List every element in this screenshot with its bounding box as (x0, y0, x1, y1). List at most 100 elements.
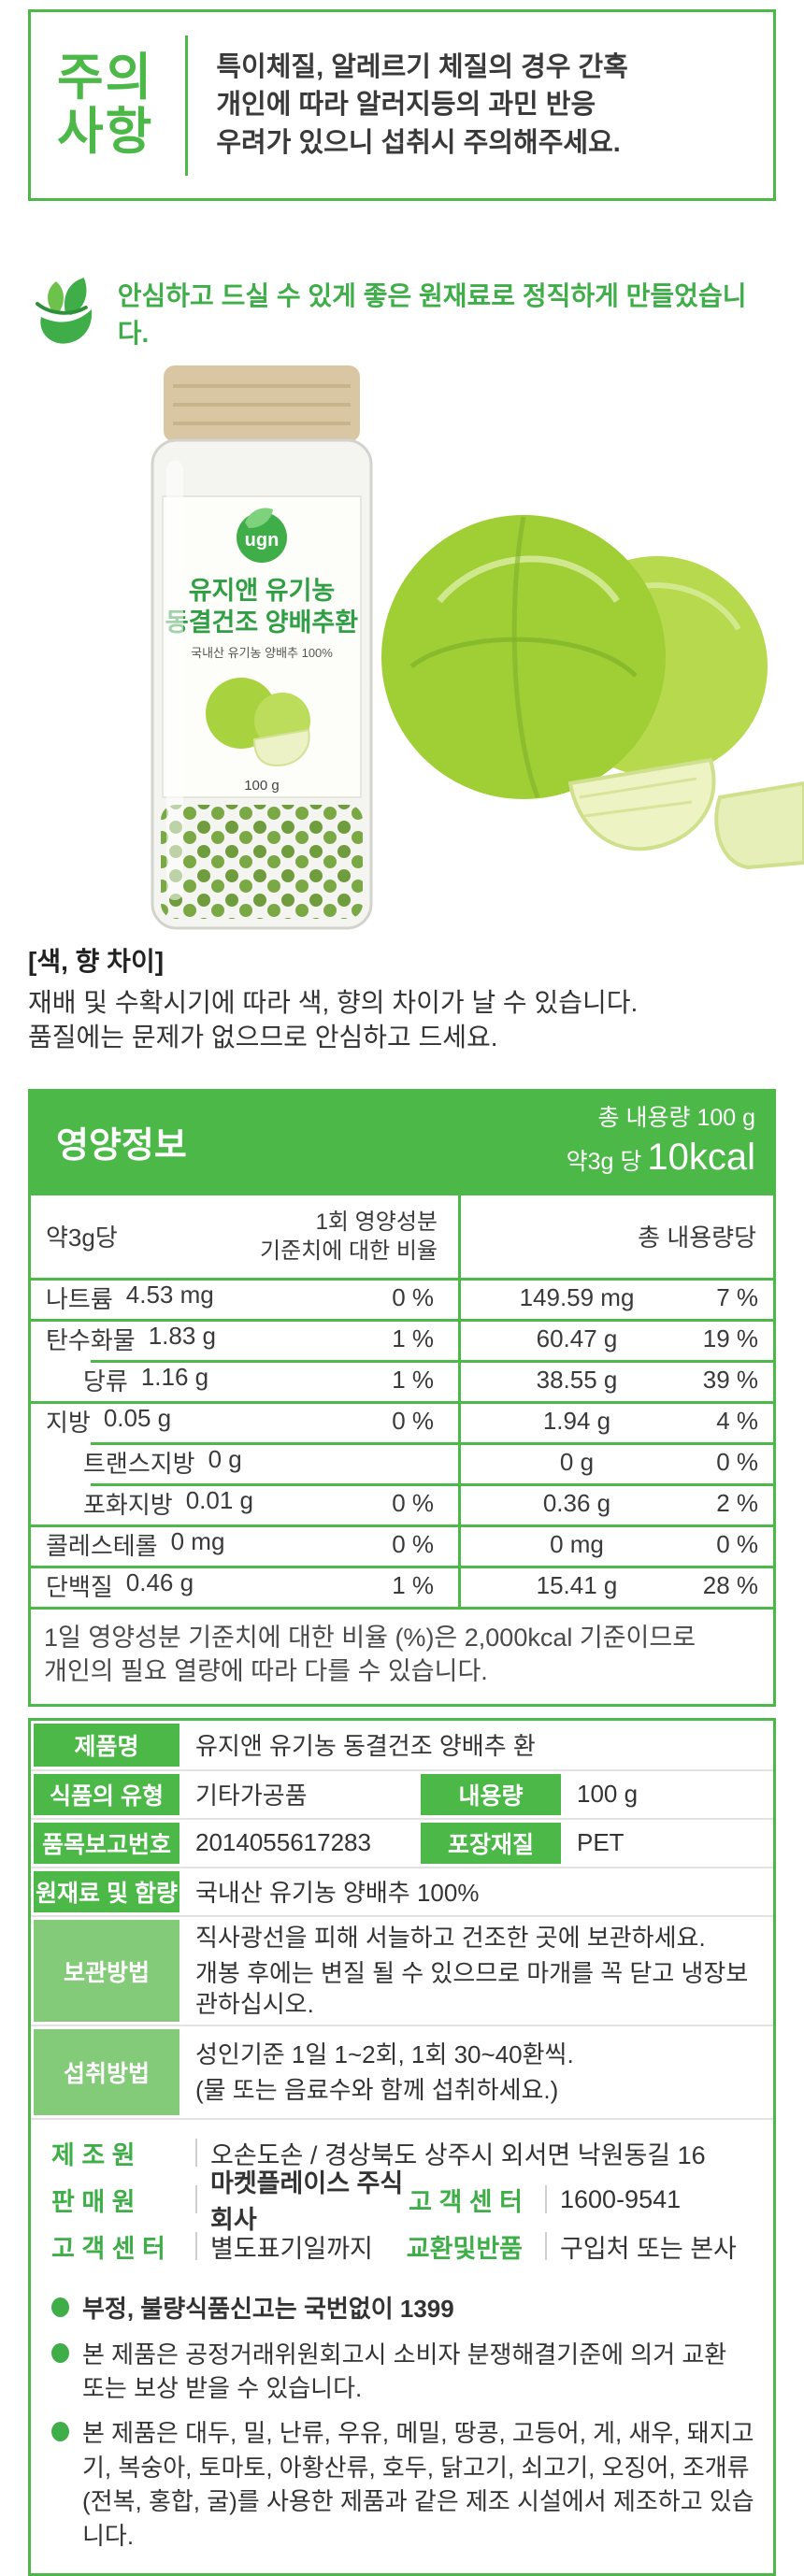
caution-box: 주의 사항 특이체질, 알레르기 체질의 경우 간혹 개인에 따라 알러지등의 … (28, 9, 776, 201)
slogan-text: 안심하고 드실 수 있게 좋은 원재료로 정직하게 만들었습니다. (117, 281, 747, 348)
nutrition-col1-header: 약3g당 1회 영양성분 기준치에 대한 비율 (31, 1195, 461, 1278)
nutrient-name: 지방 (46, 1409, 91, 1438)
caution-title-line1: 주의 (57, 50, 154, 107)
caution-title: 주의 사항 (57, 50, 154, 160)
expiry-value: 별도표기일까지 (210, 2234, 373, 2263)
food-type-label: 식품의 유형 (31, 1770, 182, 1818)
nutrition-col2-header: 총 내용량당 (638, 1224, 756, 1252)
color-aroma-title: [색, 향 차이] (28, 947, 165, 976)
nutrition-table: 약3g당 1회 영양성분 기준치에 대한 비율 총 내용량당 나트륨 4.53 m… (28, 1195, 776, 1707)
notice-text: 본 제품은 대두, 밀, 난류, 우유, 메밀, 땅콩, 고등어, 게, 새우,… (82, 2419, 754, 2550)
product-name-value: 유지앤 유기농 동결건조 양배추 환 (195, 1732, 536, 1761)
nutrient-total-ratio: 4 % (716, 1407, 758, 1436)
nutrient-name: 트랜스지방 (83, 1450, 195, 1479)
product-info-box: 제품명 유지앤 유기농 동결건조 양배추 환 식품의 유형 기타가공품 내용량 … (28, 1717, 776, 2576)
nutrient-total: 38.55 g (536, 1366, 618, 1395)
storage-value: 직사광선을 피해 서늘하고 건조한 곳에 보관하세요. 개봉 후에는 변질 될 … (182, 1917, 773, 2025)
notices-section: 부정, 불량식품신고는 국번없이 1399 본 제품은 공정거래위원회고시 소비… (31, 2273, 773, 2573)
nutrition-row-satfat: 포화지방 0.01 g 0 % 0.36 g 2 % (31, 1482, 773, 1524)
caution-divider (185, 35, 189, 176)
nutrient-cell: 탄수화물 1.83 g 1 % (31, 1318, 461, 1360)
caution-title-line2: 사항 (57, 103, 154, 160)
nutrition-row-sodium: 나트륨 4.53 mg 0 % 149.59 mg 7 % (31, 1277, 773, 1319)
notice-item: 부정, 불량식품신고는 국번없이 1399 (51, 2292, 754, 2326)
nutrient-total-ratio: 39 % (702, 1366, 758, 1395)
nutrient-total-ratio: 0 % (716, 1530, 758, 1559)
nutrient-total: 0.36 g (542, 1489, 611, 1518)
nutrient-amount: 0 mg (170, 1527, 225, 1556)
manufacturer-label: 제 조 원 (51, 2140, 136, 2169)
nutrient-cell: 당류 1.16 g 1 % (31, 1359, 461, 1401)
nutrition-per-serving: 약3g 당 10kcal (567, 1133, 755, 1181)
exchange-label: 교환및반품 (406, 2234, 523, 2263)
nutrient-total-cell: 149.59 mg 7 % (461, 1278, 773, 1319)
nutrient-cell: 나트륨 4.53 mg 0 % (31, 1277, 461, 1319)
nutrition-title: 영양정보 (56, 1126, 187, 1166)
bullet-dot-icon (51, 2422, 69, 2442)
nutrient-amount: 1.16 g (140, 1363, 209, 1392)
nutrient-amount: 4.53 mg (125, 1281, 214, 1309)
row-ingredients: 원재료 및 함량 국내산 유기농 양배추 100% (31, 1866, 773, 1915)
cabbage-illustration (381, 515, 804, 870)
notice-item: 본 제품은 공정거래위원회고시 소비자 분쟁해결기준에 의거 교환 또는 보상 … (51, 2338, 754, 2406)
nutrient-amount: 1.83 g (148, 1322, 216, 1351)
per-serving-prefix: 약3g 당 (566, 1149, 642, 1176)
row-food-type: 식품의 유형 기타가공품 내용량 100 g (31, 1768, 773, 1818)
nutrition-row-cholesterol: 콜레스테롤 0 mg 0 % 0 mg 0 % (31, 1524, 773, 1566)
color-aroma-line1: 재배 및 수확시기에 따라 색, 향의 차이가 날 수 있습니다. (28, 988, 639, 1017)
nutrient-total-ratio: 7 % (716, 1283, 758, 1312)
nutrient-name: 단백질 (46, 1573, 113, 1602)
nutrient-ratio: 0 % (392, 1489, 434, 1518)
nutrient-name: 포화지방 (83, 1491, 173, 1520)
company-section: 제 조 원 오손도손 / 경상북도 상주시 외서면 낙원동길 16 판 매 원 … (31, 2118, 773, 2273)
storage-label: 보관방법 (31, 1916, 182, 2025)
usage-value: 성인기준 1일 1~2회, 1회 30~40환씩. (물 또는 음료수와 함께 … (182, 2026, 773, 2118)
nutrient-total-cell: 15.41 g 28 % (461, 1566, 773, 1607)
nutrient-total-cell: 0 g 0 % (461, 1442, 773, 1483)
nutrient-total: 60.47 g (536, 1324, 618, 1353)
nutrient-total: 1.94 g (542, 1407, 611, 1436)
food-type-value: 기타가공품 (195, 1782, 308, 1810)
nutrient-ratio: 1 % (392, 1324, 434, 1353)
nutrient-name: 콜레스테롤 (46, 1532, 158, 1561)
cs-label: 고 객 센 터 (409, 2187, 523, 2216)
usage-line1: 성인기준 1일 1~2회, 1회 30~40환씩. (195, 2039, 574, 2068)
ingredients-value: 국내산 유기농 양배추 100% (195, 1879, 480, 1908)
nutrient-name: 당류 (83, 1367, 128, 1396)
nutrient-cell: 포화지방 0.01 g 0 % (31, 1482, 461, 1524)
divider-bar (195, 2232, 197, 2261)
nutrient-amount: 0.05 g (103, 1404, 172, 1433)
nutrition-footnote-line2: 개인의 필요 열량에 따라 다를 수 있습니다. (44, 1657, 488, 1686)
nutrient-total-cell: 0 mg 0 % (461, 1524, 773, 1566)
nutrient-ratio: 0 % (392, 1530, 434, 1559)
exchange-value: 구입처 또는 본사 (560, 2234, 737, 2263)
col1-header-label: 약3g당 (46, 1224, 118, 1252)
nutrient-ratio: 0 % (392, 1283, 434, 1312)
caution-text-line1: 특이체질, 알레르기 체질의 경우 간혹 (216, 52, 628, 83)
product-name-label: 제품명 (31, 1720, 182, 1769)
notice-text: 본 제품은 공정거래위원회고시 소비자 분쟁해결기준에 의거 교환 또는 보상 … (82, 2340, 727, 2403)
package-label: 포장재질 (418, 1819, 564, 1867)
notice-item: 본 제품은 대두, 밀, 난류, 우유, 메밀, 땅콩, 고등어, 게, 새우,… (51, 2416, 754, 2553)
usage-line2: (물 또는 음료수와 함께 섭취하세요.) (195, 2076, 559, 2105)
nutrient-total-ratio: 19 % (702, 1324, 758, 1353)
label-weight: 100 g (244, 778, 280, 794)
nutrient-total-ratio: 2 % (716, 1489, 758, 1518)
nutrient-amount: 0 g (208, 1445, 242, 1474)
row-product-name: 제품명 유지앤 유기농 동결건조 양배추 환 (31, 1720, 773, 1769)
divider-bar (545, 2185, 547, 2214)
storage-line2: 개봉 후에는 변질 될 수 있으므로 마개를 꼭 닫고 냉장보관하십시오. (195, 1959, 749, 2018)
divider-bar (195, 2139, 197, 2168)
nutrient-amount: 0.01 g (185, 1486, 253, 1515)
divider-bar (545, 2232, 547, 2261)
slogan-row: 안심하고 드실 수 있게 좋은 원재료로 정직하게 만들었습니다. (28, 276, 776, 351)
net-value: 100 g (577, 1780, 639, 1809)
nutrient-total-cell: 38.55 g 39 % (461, 1360, 773, 1401)
nutrient-total-cell: 0.36 g 2 % (461, 1483, 773, 1524)
row-expiry: 고 객 센 터 별도표기일까지 교환및반품 구입처 또는 본사 (31, 2223, 773, 2269)
nutrient-cell: 트랜스지방 0 g (31, 1441, 461, 1483)
nutrient-total-ratio: 28 % (702, 1571, 758, 1600)
col1-subheader: 1회 영양성분 기준치에 대한 비율 (260, 1208, 438, 1266)
color-aroma-section: [색, 향 차이] 재배 및 수확시기에 따라 색, 향의 차이가 날 수 있습… (28, 941, 776, 1055)
nutrition-row-transfat: 트랜스지방 0 g 0 g 0 % (31, 1441, 773, 1483)
